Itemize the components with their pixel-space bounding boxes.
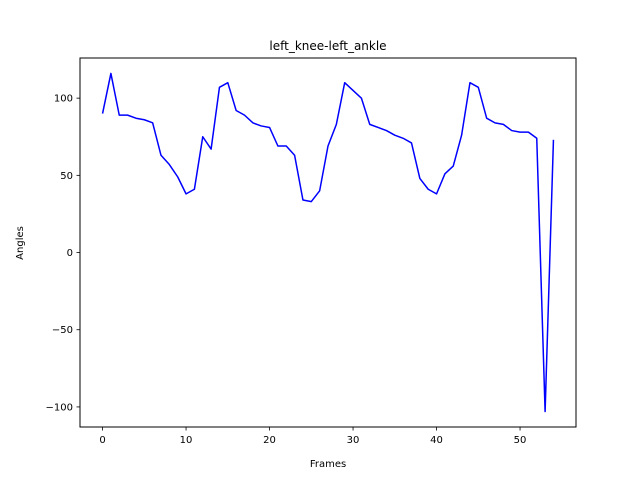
series-line-0 bbox=[101, 72, 555, 413]
y-tick-label: 100 bbox=[54, 94, 73, 105]
x-tick-label: 10 bbox=[180, 435, 193, 446]
chart-title: left_knee-left_ankle bbox=[269, 39, 386, 53]
y-axis: −100 −50 0 50 100 bbox=[46, 94, 80, 413]
y-tick-label: −50 bbox=[52, 325, 73, 336]
y-tick-label: 50 bbox=[60, 171, 73, 182]
y-tick-label: −100 bbox=[46, 402, 73, 413]
y-tick-label: 0 bbox=[67, 248, 73, 259]
x-axis: 0 10 20 30 40 50 bbox=[99, 427, 526, 446]
x-tick-label: 30 bbox=[347, 435, 360, 446]
plot-area bbox=[101, 72, 555, 413]
y-axis-label: Angles bbox=[15, 226, 26, 260]
axes-frame bbox=[79, 57, 577, 428]
x-tick-label: 20 bbox=[263, 435, 276, 446]
x-tick-label: 40 bbox=[430, 435, 443, 446]
x-tick-label: 50 bbox=[514, 435, 527, 446]
x-axis-label: Frames bbox=[310, 459, 346, 470]
x-tick-label: 0 bbox=[99, 435, 105, 446]
